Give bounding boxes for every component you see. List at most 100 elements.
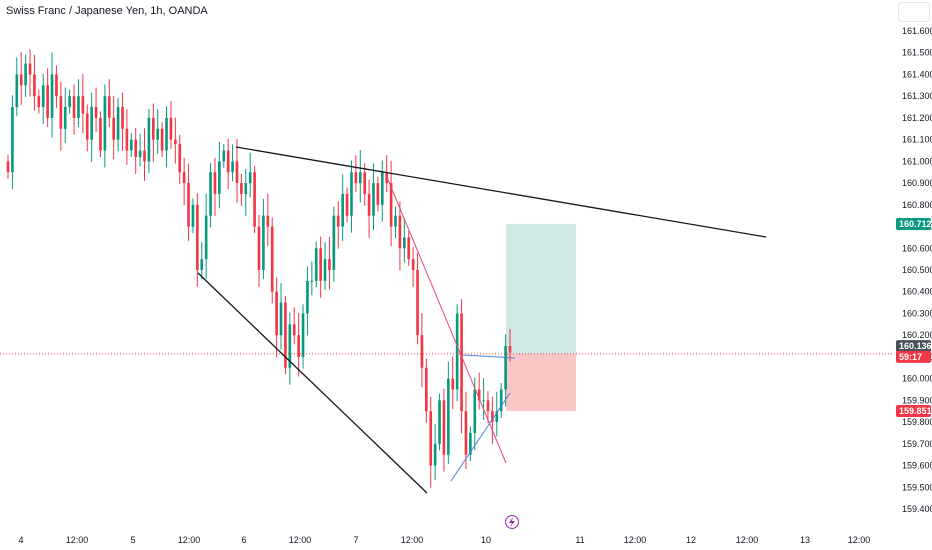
y-tick-label: 161.400 [902,69,932,79]
candle-body [473,389,477,433]
candle-body [253,172,256,227]
candle [451,356,455,410]
candle [81,74,85,134]
candle [63,87,67,144]
candle [50,52,54,138]
candle [129,133,133,158]
candle [99,111,102,158]
candle-body [129,139,133,151]
candle-body [358,172,362,184]
candle [125,109,129,165]
candle [297,313,300,377]
candle-body [178,143,182,173]
candle [402,217,406,263]
candle [442,388,446,472]
settings-box[interactable] [898,2,930,22]
candle [314,241,318,288]
candle-body [376,183,380,205]
candle [182,157,186,206]
candle [288,312,292,385]
candle-body [433,443,437,466]
y-tick-label: 160.000 [902,374,932,384]
candle [367,179,371,238]
candle [504,334,507,407]
candle [24,54,27,98]
candle [134,127,138,174]
candle-body [85,113,89,140]
candle-body [420,335,424,368]
target-zone-rect [506,223,576,354]
candle [495,391,499,437]
candle [385,155,389,193]
candle [209,163,212,228]
candle-body [486,400,490,412]
candle [151,103,155,162]
candle [235,139,239,203]
candle-body [28,63,32,75]
upper-trendline [235,146,767,238]
candle-body [160,128,164,151]
candle [68,89,71,114]
candle [244,168,248,217]
y-tick-label: 160.300 [902,308,932,318]
candle [376,176,380,212]
price-badge-bg [896,217,931,230]
lightning-icon-bolt [509,517,515,527]
candle-body [350,172,353,216]
candle-body [107,96,111,118]
y-tick-label: 161.500 [902,48,932,58]
candle [319,236,322,298]
candle [257,214,261,287]
candle [143,128,146,181]
candle [15,57,19,117]
y-tick-label: 160.500 [902,265,932,275]
candle-body [59,96,63,129]
candle [191,198,195,234]
candle [222,143,226,168]
candle-body [165,117,168,151]
candle-body [116,107,120,140]
lightning-icon[interactable] [505,515,519,529]
blue-upper-line [462,354,516,359]
candle-body [187,183,190,227]
candle-body [77,96,80,118]
x-tick-label: 12:00 [736,535,759,545]
drawings [0,146,893,494]
candle-body [275,291,278,336]
candle [231,144,234,182]
candle [460,299,463,434]
price-badge-bg [896,405,931,418]
candle [433,424,437,480]
candle-body [306,280,309,314]
candle-body [248,172,252,184]
candle-body [262,215,265,270]
y-tick-label: 161.100 [902,135,932,145]
candle-body [499,389,503,412]
candle [77,79,80,128]
candle [473,377,477,450]
candle-body [244,183,248,194]
candle [138,133,142,167]
candle [469,426,472,462]
candle [94,87,98,133]
candle-body [495,411,499,423]
candle-body [218,161,221,194]
y-tick-label: 161.300 [902,91,932,101]
candle-body [191,204,195,227]
candle [226,138,230,190]
candle [372,163,375,231]
candle [411,247,415,287]
candle [323,242,327,290]
target-zone [506,223,576,354]
candle [59,81,63,151]
candle-body [213,172,217,194]
price-badge: 159.851 [896,405,932,418]
candle-body [442,400,446,455]
candle [438,393,441,451]
candle-body [372,183,375,216]
candle-body [319,248,322,281]
candle [380,160,384,222]
price-badge-label: 160.712 [899,219,932,229]
candle-body [345,193,349,216]
